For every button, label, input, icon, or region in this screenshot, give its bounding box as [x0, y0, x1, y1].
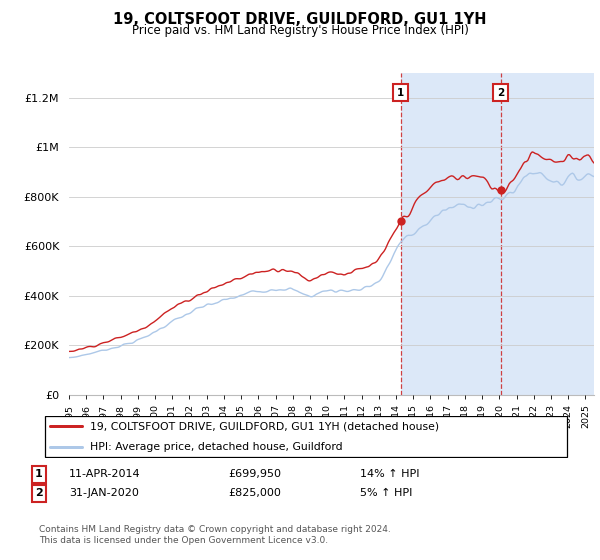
Text: 14% ↑ HPI: 14% ↑ HPI: [360, 469, 419, 479]
Text: Contains HM Land Registry data © Crown copyright and database right 2024.
This d: Contains HM Land Registry data © Crown c…: [39, 525, 391, 545]
Text: £699,950: £699,950: [228, 469, 281, 479]
Text: £825,000: £825,000: [228, 488, 281, 498]
Text: 19, COLTSFOOT DRIVE, GUILDFORD, GU1 1YH: 19, COLTSFOOT DRIVE, GUILDFORD, GU1 1YH: [113, 12, 487, 27]
Text: 19, COLTSFOOT DRIVE, GUILDFORD, GU1 1YH (detached house): 19, COLTSFOOT DRIVE, GUILDFORD, GU1 1YH …: [89, 421, 439, 431]
Text: 5% ↑ HPI: 5% ↑ HPI: [360, 488, 412, 498]
Bar: [401, 73, 594, 395]
Text: HPI: Average price, detached house, Guildford: HPI: Average price, detached house, Guil…: [89, 442, 342, 452]
FancyBboxPatch shape: [44, 417, 568, 457]
Text: 31-JAN-2020: 31-JAN-2020: [69, 488, 139, 498]
Text: 1: 1: [397, 87, 404, 97]
Text: Price paid vs. HM Land Registry's House Price Index (HPI): Price paid vs. HM Land Registry's House …: [131, 24, 469, 37]
Text: 2: 2: [497, 87, 505, 97]
Text: 1: 1: [35, 469, 43, 479]
Text: 2: 2: [35, 488, 43, 498]
Text: 11-APR-2014: 11-APR-2014: [69, 469, 140, 479]
